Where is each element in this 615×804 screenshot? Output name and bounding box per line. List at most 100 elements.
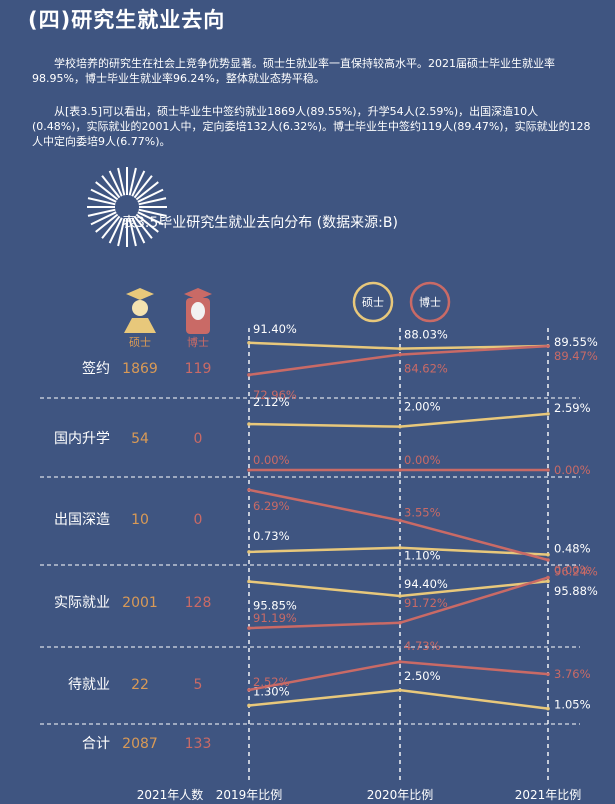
- doctor-data-label: 84.62%: [404, 362, 448, 376]
- doctor-data-label: 4.73%: [404, 639, 441, 653]
- intro-paragraph: 学校培养的研究生在社会上竞争优势显著。硕士生就业率一直保持较高水平。2021届硕…: [32, 57, 555, 85]
- master-data-label: 95.85%: [253, 599, 297, 613]
- doctor-point: [546, 468, 550, 472]
- doctor-count: 0: [194, 431, 203, 447]
- master-count: 1869: [122, 361, 158, 377]
- master-cap-icon: [126, 288, 154, 300]
- doctor-data-label: 3.55%: [404, 505, 441, 519]
- master-head-label: 硕士: [129, 336, 151, 349]
- doctor-point: [398, 468, 402, 472]
- row-label: 待就业: [68, 677, 110, 693]
- doctor-data-label: 2.52%: [253, 675, 290, 689]
- master-point: [398, 594, 402, 598]
- master-count: 2001: [122, 595, 158, 611]
- master-point: [247, 550, 251, 554]
- doctor-count: 0: [194, 512, 203, 528]
- master-data-label: 0.48%: [554, 542, 591, 556]
- master-series-line: [248, 412, 549, 428]
- row-label: 签约: [82, 360, 110, 377]
- master-data-label: 1.10%: [404, 549, 441, 563]
- doctor-data-label: 96.24%: [554, 565, 598, 579]
- master-series-line: [248, 579, 549, 598]
- legend-master-marker: [352, 281, 394, 323]
- doctor-data-label: 89.47%: [554, 349, 598, 363]
- master-point: [546, 579, 550, 583]
- doctor-point: [247, 488, 251, 492]
- master-point: [398, 346, 402, 351]
- doctor-point: [398, 660, 402, 664]
- master-count: 10: [131, 512, 149, 528]
- master-data-label: 95.88%: [554, 584, 598, 598]
- master-data-label: 0.73%: [253, 529, 290, 543]
- master-data-label: 94.40%: [404, 577, 448, 591]
- master-data-label: 2.50%: [404, 669, 441, 683]
- total-master-count: 2087: [122, 736, 158, 752]
- master-point: [247, 703, 251, 708]
- master-point: [398, 688, 402, 692]
- doctor-head-icon: [191, 302, 205, 320]
- doctor-count: 119: [185, 361, 212, 377]
- detail-paragraph: 从[表3.5]可以看出，硕士毕业生中签约就业1869人(89.55%)，升学54…: [32, 105, 591, 148]
- master-point: [546, 552, 550, 557]
- master-data-label: 2.12%: [253, 395, 290, 409]
- master-data-label: 88.03%: [404, 328, 448, 342]
- doctor-data-label: 3.76%: [554, 667, 591, 681]
- master-data-label: 1.05%: [554, 698, 591, 712]
- legend-master-label: 硕士: [362, 296, 384, 309]
- master-point: [247, 579, 251, 584]
- master-count: 54: [131, 431, 149, 447]
- doctor-data-label: 0.00%: [404, 453, 441, 467]
- doctor-point: [546, 575, 550, 580]
- master-head-icon: [132, 300, 148, 316]
- doctor-point: [247, 626, 251, 630]
- doctor-data-label: 6.29%: [253, 499, 290, 513]
- row-label: 出国深造: [54, 512, 110, 528]
- master-point: [398, 545, 402, 550]
- legend-doctor-label: 博士: [419, 296, 441, 309]
- master-data-label: 2.59%: [554, 401, 591, 415]
- doctor-point: [546, 344, 550, 348]
- master-data-label: 91.40%: [253, 322, 297, 336]
- doctor-head-label: 博士: [187, 336, 209, 349]
- master-point: [247, 340, 251, 345]
- doctor-series-line: [248, 344, 549, 377]
- doctor-data-label: 0.00%: [554, 463, 591, 477]
- master-data-label: 2.00%: [404, 400, 441, 414]
- doctor-data-label: 0.00%: [554, 563, 591, 577]
- master-count: 22: [131, 677, 149, 693]
- row-label: 国内升学: [54, 431, 110, 447]
- master-point: [398, 424, 402, 429]
- doctor-point: [247, 468, 251, 472]
- doctor-data-label: 91.19%: [253, 611, 297, 625]
- master-body-icon: [124, 318, 156, 333]
- doctor-point: [398, 352, 402, 357]
- doctor-count: 5: [194, 677, 203, 693]
- count-column-label: 2021年人数: [137, 787, 204, 802]
- doctor-point: [398, 621, 402, 625]
- total-label: 合计: [82, 736, 110, 752]
- section-heading: (四)研究生就业去向: [28, 8, 226, 32]
- doctor-series-line: [248, 660, 549, 692]
- doctor-point: [546, 558, 550, 562]
- doctor-count: 128: [185, 595, 212, 611]
- doctor-data-label: 72.96%: [253, 388, 297, 402]
- chart-title: 表3.5毕业研究生就业去向分布 (数据来源:B): [122, 215, 398, 231]
- master-point: [546, 706, 550, 711]
- doctor-point: [398, 518, 402, 523]
- sunburst-icon: [87, 167, 167, 247]
- x-tick-label: 2021年比例: [515, 788, 582, 802]
- doctor-point: [546, 672, 550, 676]
- x-tick-label: 2020年比例: [367, 788, 434, 802]
- master-point: [247, 422, 251, 426]
- row-label: 实际就业: [54, 595, 110, 611]
- doctor-data-label: 0.00%: [253, 453, 290, 467]
- doctor-point: [247, 373, 251, 377]
- doctor-point: [247, 688, 251, 692]
- master-data-label: 89.55%: [554, 335, 598, 349]
- x-tick-label: 2019年比例: [216, 788, 283, 802]
- doctor-cap-icon: [184, 288, 212, 300]
- master-series-line: [248, 688, 549, 710]
- master-point: [546, 412, 550, 416]
- total-doctor-count: 133: [185, 736, 212, 752]
